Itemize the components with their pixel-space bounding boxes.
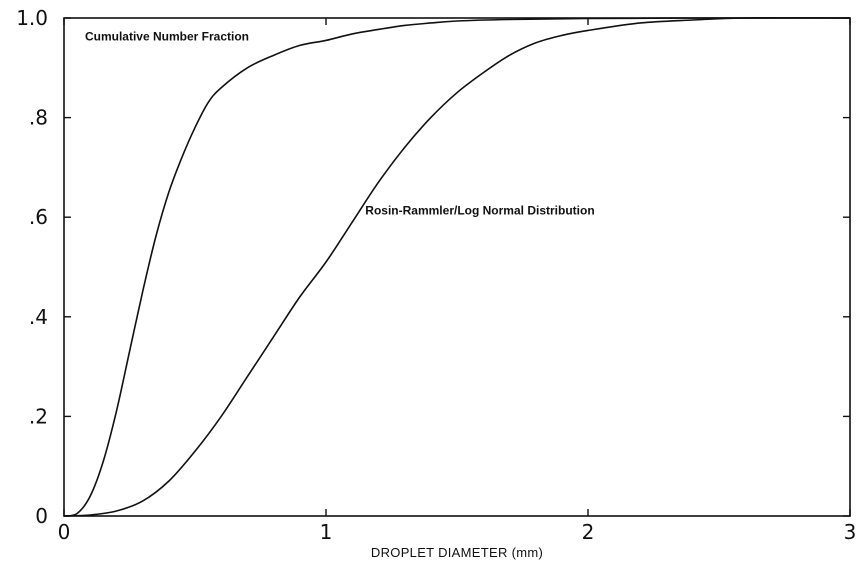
y-tick-label-4: .8 xyxy=(29,106,48,130)
y-tick-label-0: 0 xyxy=(35,504,48,528)
series-group xyxy=(63,17,851,517)
x-tick-label-3: 3 xyxy=(844,520,857,544)
series-line-1 xyxy=(63,17,851,517)
x-axis-title: DROPLET DIAMETER (mm) xyxy=(371,545,543,560)
y-tick-label-3: .6 xyxy=(29,205,48,229)
series-line-0 xyxy=(63,17,851,517)
plot-frame xyxy=(63,17,851,517)
x-tick-label-0: 0 xyxy=(58,520,71,544)
annotation-0: Cumulative Number Fraction xyxy=(85,29,249,43)
x-tick-label-1: 1 xyxy=(320,520,333,544)
y-tick-label-5: 1.0 xyxy=(16,6,48,30)
x-tick-label-2: 2 xyxy=(582,520,595,544)
annotations: Cumulative Number Fraction Rosin-Rammler/… xyxy=(85,29,595,217)
y-tick-label-2: .4 xyxy=(29,305,48,329)
axis-tick-labels: 0 1 2 3 0 .2 .4 .6 .8 1.0 xyxy=(16,6,856,544)
y-tick-label-1: .2 xyxy=(29,404,48,428)
annotation-1: Rosin-Rammler/Log Normal Distribution xyxy=(365,204,594,218)
